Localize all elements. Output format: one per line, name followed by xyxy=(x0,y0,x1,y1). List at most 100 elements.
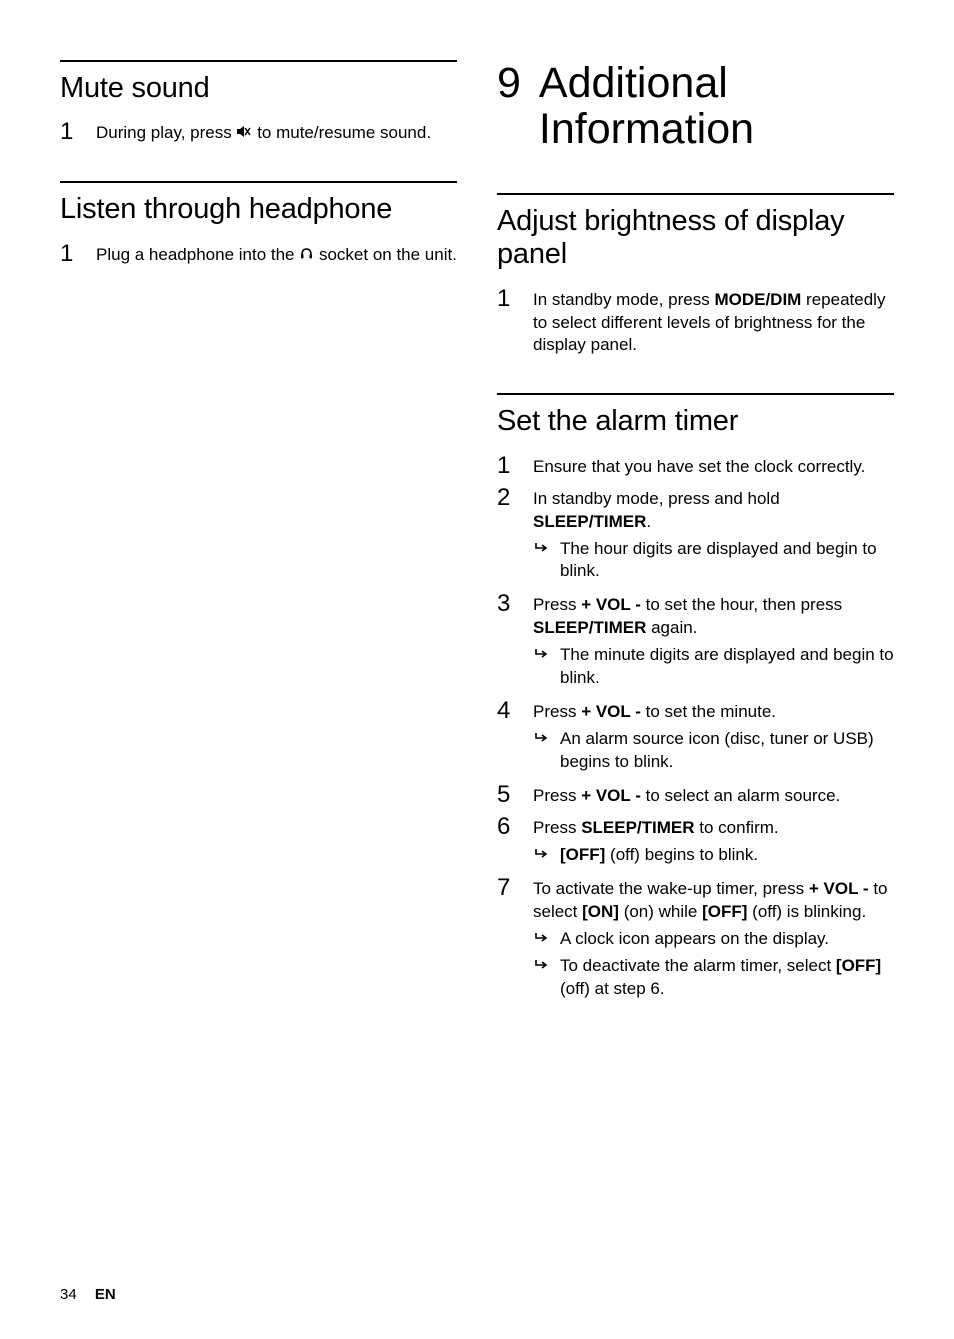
bullet-text: An alarm source icon (disc, tuner or USB… xyxy=(560,728,894,774)
key-label: MODE/DIM xyxy=(714,290,801,309)
key-label: + VOL - xyxy=(581,595,641,614)
result-bullet: The hour digits are displayed and begin … xyxy=(533,538,894,584)
result-arrow-icon xyxy=(535,928,550,951)
text-fragment: to confirm. xyxy=(695,818,779,837)
chapter-heading: 9 Additional Information xyxy=(497,60,894,153)
chapter-title: Additional Information xyxy=(539,60,894,153)
page-number: 34 xyxy=(60,1286,77,1303)
result-arrow-icon xyxy=(535,844,550,867)
result-arrow-icon xyxy=(535,955,550,1001)
heading-alarm-timer: Set the alarm timer xyxy=(497,405,894,438)
text-fragment: In standby mode, press xyxy=(533,290,714,309)
right-column: 9 Additional Information Adjust brightne… xyxy=(497,60,894,1240)
step-number: 1 xyxy=(497,286,519,358)
text-fragment: to set the hour, then press xyxy=(641,595,842,614)
key-label: SLEEP/TIMER xyxy=(581,818,694,837)
section-alarm-timer: Set the alarm timer 1 Ensure that you ha… xyxy=(497,393,894,1002)
text-fragment: to select an alarm source. xyxy=(641,786,840,805)
text-fragment: Plug a headphone into the xyxy=(96,245,299,264)
text-fragment: again. xyxy=(646,618,697,637)
text-fragment: socket on the unit. xyxy=(314,245,457,264)
step-number: 1 xyxy=(60,241,82,267)
text-fragment: To activate the wake-up timer, press xyxy=(533,879,809,898)
key-label: [OFF] xyxy=(560,845,605,864)
text-fragment: Press xyxy=(533,702,581,721)
mute-icon xyxy=(237,122,251,145)
text-fragment: Press xyxy=(533,818,581,837)
page-footer: 34 EN xyxy=(60,1286,116,1303)
step-item: 6 Press SLEEP/TIMER to confirm. [OFF] (o… xyxy=(497,814,894,869)
text-fragment: During play, press xyxy=(96,123,236,142)
step-number: 1 xyxy=(497,453,519,479)
step-number: 1 xyxy=(60,119,82,145)
key-label: + VOL - xyxy=(809,879,869,898)
section-rule xyxy=(60,181,457,183)
step-number: 6 xyxy=(497,814,519,869)
step-item: 1 Ensure that you have set the clock cor… xyxy=(497,453,894,479)
result-bullet: The minute digits are displayed and begi… xyxy=(533,644,894,690)
step-item: 1 In standby mode, press MODE/DIM repeat… xyxy=(497,286,894,358)
step-text: Press + VOL - to set the hour, then pres… xyxy=(533,591,894,692)
section-rule xyxy=(497,393,894,395)
key-label: + VOL - xyxy=(581,702,641,721)
step-text: Press + VOL - to select an alarm source. xyxy=(533,782,894,808)
result-bullet: To deactivate the alarm timer, select [O… xyxy=(533,955,894,1001)
step-text: In standby mode, press and hold SLEEP/TI… xyxy=(533,485,894,586)
step-item: 4 Press + VOL - to set the minute. An al… xyxy=(497,698,894,776)
step-text: During play, press to mute/resume sound. xyxy=(96,119,457,145)
step-item: 3 Press + VOL - to set the hour, then pr… xyxy=(497,591,894,692)
step-text: Plug a headphone into the socket on the … xyxy=(96,241,457,267)
step-text: Ensure that you have set the clock corre… xyxy=(533,453,894,479)
bullet-text: To deactivate the alarm timer, select [O… xyxy=(560,955,894,1001)
result-bullet: A clock icon appears on the display. xyxy=(533,928,894,951)
bullet-text: The minute digits are displayed and begi… xyxy=(560,644,894,690)
heading-headphone: Listen through headphone xyxy=(60,193,457,226)
step-number: 5 xyxy=(497,782,519,808)
section-rule xyxy=(497,193,894,195)
step-item: 1 During play, press to mute/resume soun… xyxy=(60,119,457,145)
heading-brightness: Adjust brightness of display panel xyxy=(497,205,894,272)
result-bullet: [OFF] (off) begins to blink. xyxy=(533,844,894,867)
step-text: In standby mode, press MODE/DIM repeated… xyxy=(533,286,894,358)
bullet-text: A clock icon appears on the display. xyxy=(560,928,894,951)
section-headphone: Listen through headphone 1 Plug a headph… xyxy=(60,181,457,266)
result-arrow-icon xyxy=(535,644,550,690)
result-bullet: An alarm source icon (disc, tuner or USB… xyxy=(533,728,894,774)
bullet-text: The hour digits are displayed and begin … xyxy=(560,538,894,584)
section-mute-sound: Mute sound 1 During play, press to mute/… xyxy=(60,60,457,145)
key-label: SLEEP/TIMER xyxy=(533,512,646,531)
text-fragment: In standby mode, press and hold xyxy=(533,489,780,508)
chapter-number: 9 xyxy=(497,60,521,153)
key-label: [ON] xyxy=(582,902,619,921)
step-item: 2 In standby mode, press and hold SLEEP/… xyxy=(497,485,894,586)
step-text: To activate the wake-up timer, press + V… xyxy=(533,875,894,1003)
text-fragment: (on) while xyxy=(619,902,702,921)
text-fragment: (off) is blinking. xyxy=(747,902,866,921)
step-item: 5 Press + VOL - to select an alarm sourc… xyxy=(497,782,894,808)
page-content: Mute sound 1 During play, press to mute/… xyxy=(60,60,894,1240)
step-number: 3 xyxy=(497,591,519,692)
text-fragment: (off) begins to blink. xyxy=(605,845,758,864)
text-fragment: Press xyxy=(533,786,581,805)
key-label: [OFF] xyxy=(836,956,881,975)
text-fragment: Press xyxy=(533,595,581,614)
step-text: Press + VOL - to set the minute. An alar… xyxy=(533,698,894,776)
result-arrow-icon xyxy=(535,538,550,584)
heading-mute-sound: Mute sound xyxy=(60,72,457,105)
result-arrow-icon xyxy=(535,728,550,774)
left-column: Mute sound 1 During play, press to mute/… xyxy=(60,60,457,1240)
text-fragment: (off) at step 6. xyxy=(560,979,665,998)
step-number: 4 xyxy=(497,698,519,776)
key-label: SLEEP/TIMER xyxy=(533,618,646,637)
text-fragment: to set the minute. xyxy=(641,702,776,721)
step-text: Press SLEEP/TIMER to confirm. [OFF] (off… xyxy=(533,814,894,869)
text-fragment: to mute/resume sound. xyxy=(252,123,431,142)
text-fragment: . xyxy=(646,512,651,531)
bullet-text: [OFF] (off) begins to blink. xyxy=(560,844,894,867)
step-item: 7 To activate the wake-up timer, press +… xyxy=(497,875,894,1003)
section-brightness: Adjust brightness of display panel 1 In … xyxy=(497,193,894,358)
text-fragment: To deactivate the alarm timer, select xyxy=(560,956,836,975)
key-label: [OFF] xyxy=(702,902,747,921)
headphone-icon xyxy=(300,244,313,267)
key-label: + VOL - xyxy=(581,786,641,805)
